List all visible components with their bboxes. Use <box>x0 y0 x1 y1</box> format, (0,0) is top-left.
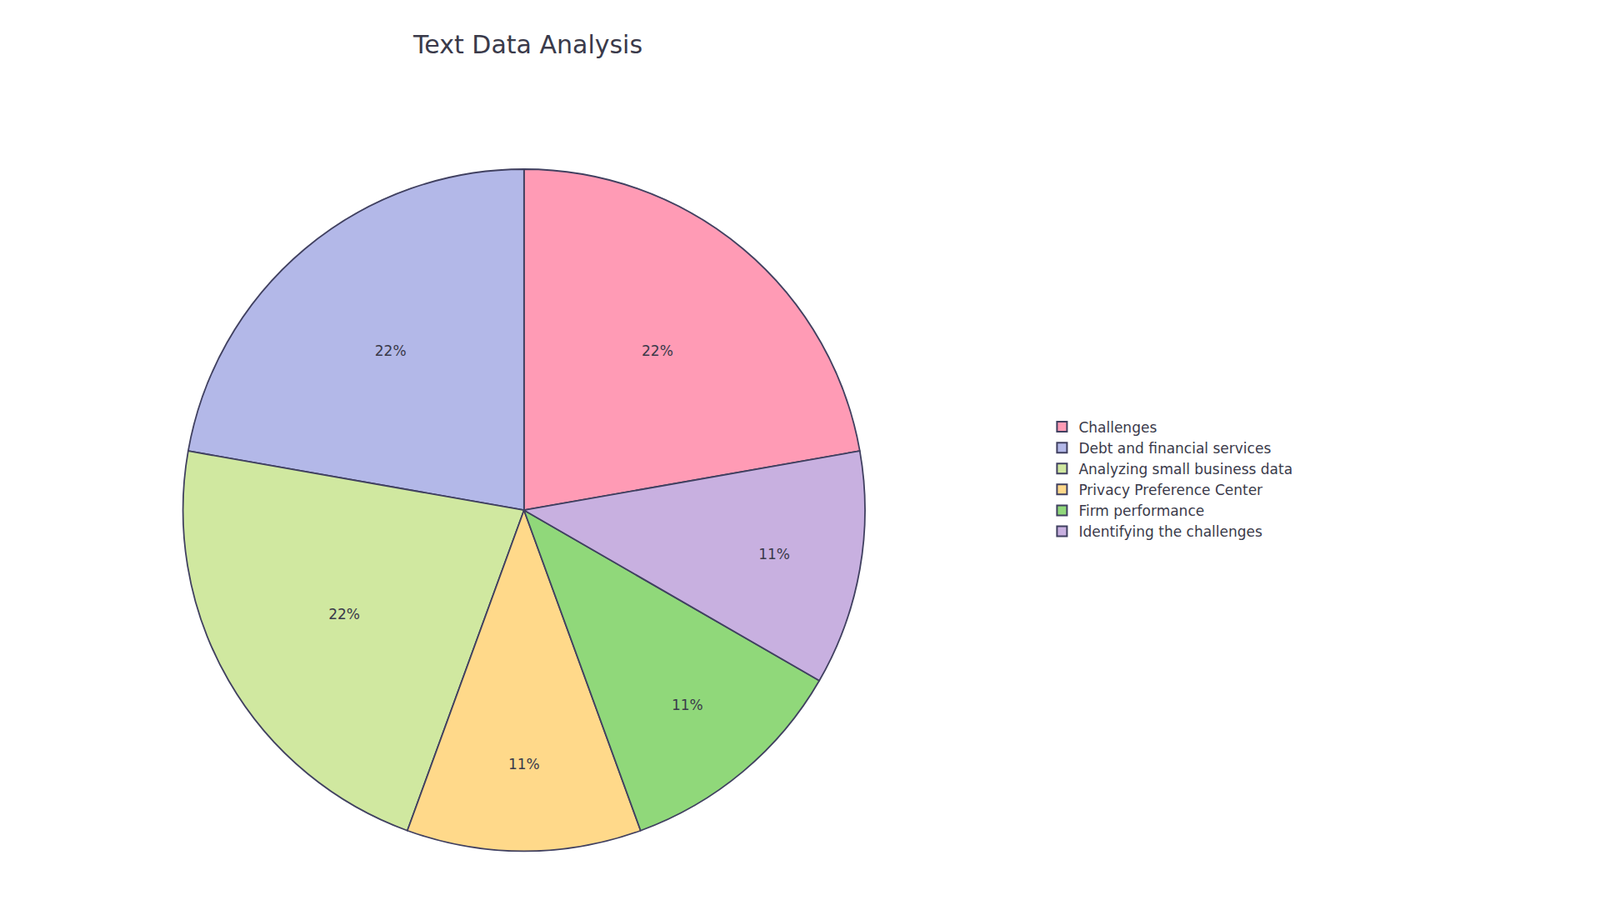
svg-text:Identifying the challenges: Identifying the challenges <box>1078 523 1263 540</box>
svg-text:22%: 22% <box>375 342 407 360</box>
svg-text:22%: 22% <box>641 342 674 360</box>
svg-text:Firm performance: Firm performance <box>1078 502 1205 520</box>
svg-text:11%: 11% <box>671 696 704 714</box>
svg-text:Analyzing small business data: Analyzing small business data <box>1078 460 1293 478</box>
svg-text:22%: 22% <box>328 605 360 623</box>
svg-text:Debt and financial services: Debt and financial services <box>1078 440 1271 457</box>
svg-text:11%: 11% <box>508 755 540 773</box>
svg-text:Privacy Preference Center: Privacy Preference Center <box>1078 481 1263 499</box>
svg-text:Text Data Analysis: Text Data Analysis <box>412 30 643 60</box>
svg-text:11%: 11% <box>758 545 790 563</box>
svg-text:Challenges: Challenges <box>1078 419 1157 436</box>
